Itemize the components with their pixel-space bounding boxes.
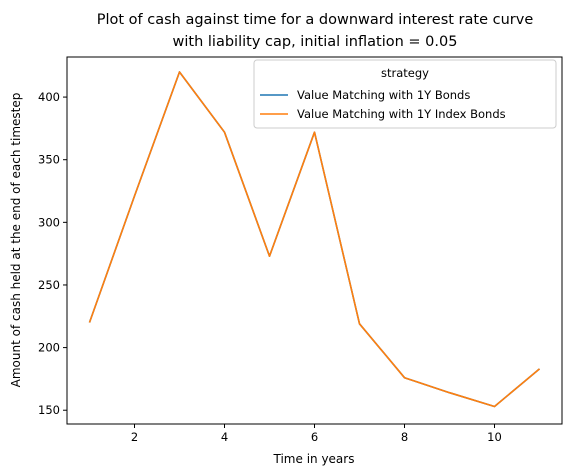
y-tick-label: 200: [38, 341, 60, 355]
y-axis: 150 200 250 300 350 400: [38, 90, 67, 417]
y-tick-label: 350: [38, 153, 60, 167]
plot-area: [88, 71, 541, 408]
legend-box: [253, 59, 557, 129]
x-tick-label: 4: [221, 430, 228, 444]
y-tick-label: 150: [38, 403, 60, 417]
legend-title: strategy: [381, 66, 429, 80]
x-tick-label: 6: [311, 430, 318, 444]
x-tick-label: 10: [487, 430, 502, 444]
legend-label-1: Value Matching with 1Y Bonds: [297, 88, 470, 102]
y-axis-label: Amount of cash held at the end of each t…: [9, 93, 23, 388]
x-axis-label: Time in years: [273, 452, 355, 466]
y-tick-label: 300: [38, 215, 60, 229]
x-tick-label: 2: [131, 430, 138, 444]
legend: strategy Value Matching with 1Y Bonds Val…: [253, 59, 557, 129]
series-line-2: [88, 71, 541, 408]
legend-label-2: Value Matching with 1Y Index Bonds: [297, 107, 506, 121]
y-tick-label: 400: [38, 90, 60, 104]
x-tick-label: 8: [401, 430, 408, 444]
chart-title-line-2: with liability cap, initial inflation = …: [173, 34, 458, 50]
chart-title-line-1: Plot of cash against time for a downward…: [97, 12, 534, 28]
y-tick-label: 250: [38, 278, 60, 292]
x-axis: 2 4 6 8 10: [131, 424, 502, 444]
